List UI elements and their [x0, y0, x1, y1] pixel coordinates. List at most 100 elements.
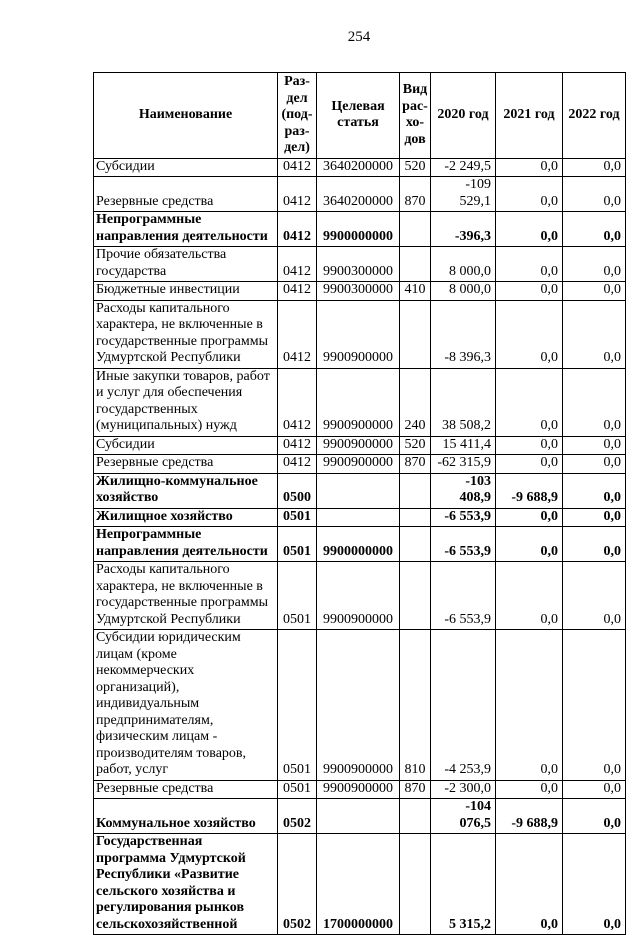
- cell-section: 0412: [277, 176, 317, 212]
- cell-2020: -2 300,0: [430, 779, 496, 799]
- cell-target-article: 9900900000: [316, 454, 400, 474]
- cell-2022: 0,0: [562, 176, 626, 212]
- cell-2021: 0,0: [495, 211, 563, 247]
- cell-name: Бюджетные инвестиции: [93, 281, 278, 301]
- cell-expense-type: 240: [399, 367, 431, 437]
- cell-expense-type: 410: [399, 281, 431, 301]
- cell-section: 0412: [277, 299, 317, 369]
- cell-expense-type: [399, 246, 431, 282]
- header-target-article: Целевая статья: [316, 72, 400, 159]
- cell-2020: -4 253,9: [430, 629, 496, 781]
- cell-2020: -2 249,5: [430, 157, 496, 177]
- cell-expense-type: [399, 472, 431, 509]
- table-row: Субсидии 0412 9900900000 520 15 411,4 0,…: [93, 435, 626, 455]
- cell-section: 0502: [277, 833, 317, 935]
- table-row: Прочие обязательства государства 0412 99…: [93, 246, 626, 282]
- cell-target-article: [316, 507, 400, 527]
- cell-section: 0412: [277, 246, 317, 282]
- cell-section: 0501: [277, 629, 317, 781]
- cell-2020: -8 396,3: [430, 299, 496, 369]
- cell-2022: 0,0: [562, 779, 626, 799]
- cell-section: 0501: [277, 561, 317, 630]
- cell-2022: 0,0: [562, 281, 626, 301]
- cell-section: 0501: [277, 779, 317, 799]
- cell-section: 0412: [277, 367, 317, 437]
- table-row: Жилищно-коммунальное хозяйство 0500 -103…: [93, 472, 626, 509]
- cell-2022: 0,0: [562, 157, 626, 177]
- cell-2021: -9 688,9: [495, 798, 563, 834]
- cell-2021: 0,0: [495, 281, 563, 301]
- cell-2022: 0,0: [562, 367, 626, 437]
- cell-2020: -6 553,9: [430, 507, 496, 527]
- cell-2021: 0,0: [495, 176, 563, 212]
- cell-2021: -9 688,9: [495, 472, 563, 509]
- cell-target-article: 9900000000: [316, 526, 400, 562]
- cell-target-article: [316, 798, 400, 834]
- cell-expense-type: [399, 833, 431, 935]
- cell-expense-type: 520: [399, 157, 431, 177]
- cell-2020: 8 000,0: [430, 281, 496, 301]
- cell-name: Расходы капитального характера, не включ…: [93, 561, 278, 630]
- cell-name: Субсидии: [93, 435, 278, 455]
- cell-expense-type: [399, 507, 431, 527]
- cell-section: 0412: [277, 281, 317, 301]
- cell-target-article: 9900300000: [316, 281, 400, 301]
- cell-expense-type: 870: [399, 779, 431, 799]
- page-number: 254: [347, 29, 371, 45]
- table-row: Жилищное хозяйство 0501 -6 553,9 0,0 0,0: [93, 507, 626, 527]
- cell-name: Расходы капитального характера, не включ…: [93, 299, 278, 369]
- cell-section: 0501: [277, 526, 317, 562]
- cell-name: Резервные средства: [93, 176, 278, 212]
- cell-name: Субсидии юридическим лицам (кроме некомм…: [93, 629, 278, 781]
- cell-2021: 0,0: [495, 629, 563, 781]
- table-row: Резервные средства 0412 9900900000 870 -…: [93, 454, 626, 474]
- cell-target-article: 9900300000: [316, 246, 400, 282]
- cell-section: 0412: [277, 157, 317, 177]
- document-page: 254 Наименование Раз- дел (под- раз- дел…: [0, 28, 640, 935]
- cell-expense-type: [399, 561, 431, 630]
- cell-2022: 0,0: [562, 629, 626, 781]
- cell-2021: 0,0: [495, 454, 563, 474]
- cell-2022: 0,0: [562, 211, 626, 247]
- cell-name: Жилищное хозяйство: [93, 507, 278, 527]
- cell-expense-type: 870: [399, 454, 431, 474]
- cell-2021: 0,0: [495, 435, 563, 455]
- cell-name: Жилищно-коммунальное хозяйство: [93, 472, 278, 509]
- cell-section: 0501: [277, 507, 317, 527]
- header-expense-type: Вид рас- хо- дов: [399, 72, 431, 159]
- header-year-2022: 2022 год: [562, 72, 626, 159]
- cell-2021: 0,0: [495, 507, 563, 527]
- cell-section: 0500: [277, 472, 317, 509]
- cell-2022: 0,0: [562, 435, 626, 455]
- table-row: Субсидии 0412 3640200000 520 -2 249,5 0,…: [93, 157, 626, 177]
- cell-target-article: [316, 472, 400, 509]
- cell-2021: 0,0: [495, 367, 563, 437]
- cell-2020: -104 076,5: [430, 798, 496, 834]
- cell-name: Резервные средства: [93, 454, 278, 474]
- cell-2022: 0,0: [562, 561, 626, 630]
- cell-2020: -103 408,9: [430, 472, 496, 509]
- cell-2022: 0,0: [562, 798, 626, 834]
- cell-2022: 0,0: [562, 299, 626, 369]
- budget-table: Наименование Раз- дел (под- раз- дел) Це…: [93, 72, 626, 935]
- cell-expense-type: 870: [399, 176, 431, 212]
- cell-name: Иные закупки товаров, работ и услуг для …: [93, 367, 278, 437]
- cell-2020: -6 553,9: [430, 561, 496, 630]
- table-row: Резервные средства 0501 9900900000 870 -…: [93, 779, 626, 799]
- cell-2022: 0,0: [562, 833, 626, 935]
- cell-2021: 0,0: [495, 833, 563, 935]
- cell-section: 0502: [277, 798, 317, 834]
- cell-name: Прочие обязательства государства: [93, 246, 278, 282]
- cell-2020: -109 529,1: [430, 176, 496, 212]
- cell-2020: -62 315,9: [430, 454, 496, 474]
- cell-expense-type: [399, 299, 431, 369]
- cell-2022: 0,0: [562, 472, 626, 509]
- cell-2021: 0,0: [495, 299, 563, 369]
- table-row: Бюджетные инвестиции 0412 9900300000 410…: [93, 281, 626, 301]
- cell-target-article: 9900900000: [316, 299, 400, 369]
- header-year-2021: 2021 год: [495, 72, 563, 159]
- cell-2022: 0,0: [562, 526, 626, 562]
- cell-2020: -396,3: [430, 211, 496, 247]
- table-header-row: Наименование Раз- дел (под- раз- дел) Це…: [93, 72, 626, 159]
- cell-2021: 0,0: [495, 157, 563, 177]
